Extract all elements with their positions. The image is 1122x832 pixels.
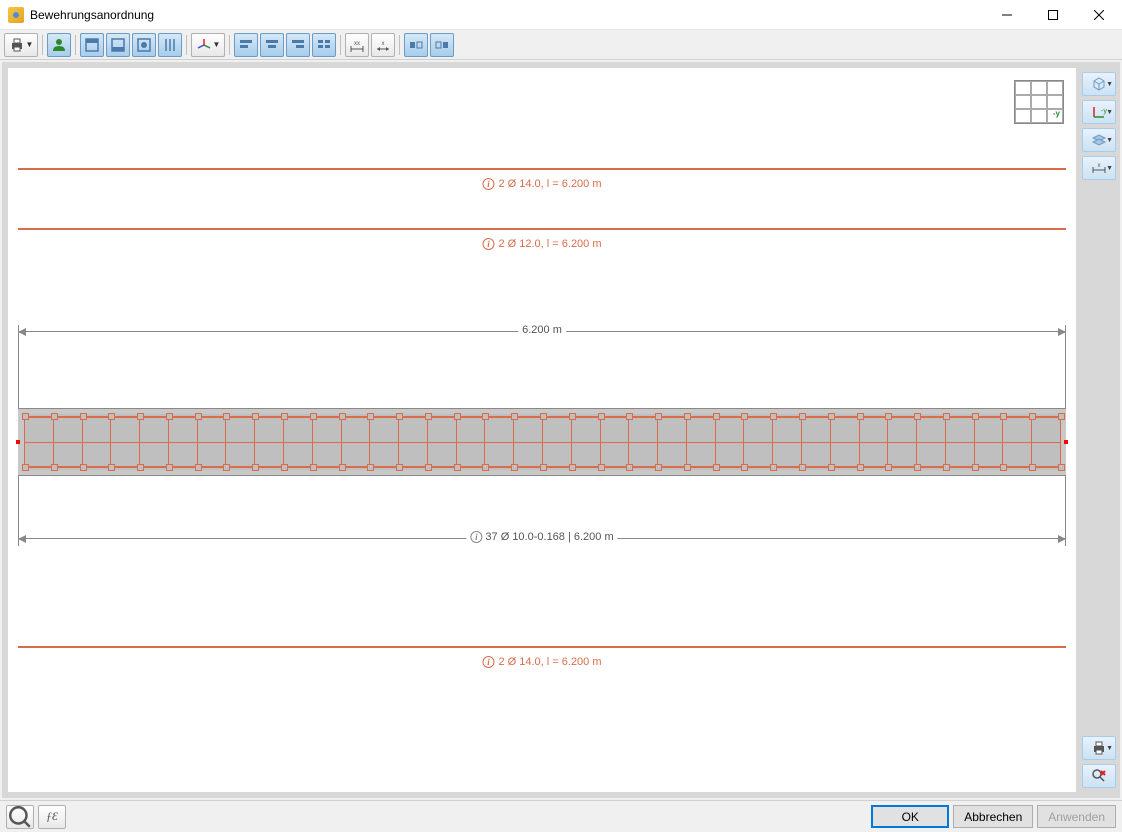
svg-text:xx: xx bbox=[354, 41, 360, 47]
maximize-button[interactable] bbox=[1030, 0, 1076, 30]
view-top-button[interactable] bbox=[80, 33, 104, 57]
ruler-toggle-button[interactable]: x ▼ bbox=[1082, 156, 1116, 180]
main-toolbar: ▼ ▼ xx x bbox=[0, 30, 1122, 60]
beam-section bbox=[18, 408, 1066, 476]
rebar-label-1: i2 Ø 12.0, l = 6.200 m bbox=[482, 238, 601, 250]
axes-button[interactable]: ▼ bbox=[191, 33, 225, 57]
minimize-button[interactable] bbox=[984, 0, 1030, 30]
dim-arrow-button[interactable]: x bbox=[371, 33, 395, 57]
window-title: Bewehrungsanordnung bbox=[30, 8, 154, 22]
right-toolbar: ▼ -y ▼ ▼ x ▼ ▼ bbox=[1078, 62, 1120, 798]
app-icon bbox=[8, 7, 24, 23]
view-side-button[interactable] bbox=[132, 33, 156, 57]
split-v-button[interactable] bbox=[430, 33, 454, 57]
align-4-button[interactable] bbox=[312, 33, 336, 57]
svg-text:x: x bbox=[382, 41, 385, 47]
rebar-line-1 bbox=[18, 228, 1066, 230]
apply-button[interactable]: Anwenden bbox=[1037, 805, 1116, 828]
view-cube-button[interactable]: ▼ bbox=[1082, 72, 1116, 96]
dimension-top: 6.200 m bbox=[18, 331, 1066, 332]
nav-axis-label: -y bbox=[1053, 109, 1060, 118]
print-button[interactable]: ▼ bbox=[4, 33, 38, 57]
rebar-line-0 bbox=[18, 168, 1066, 170]
align-2-button[interactable] bbox=[260, 33, 284, 57]
dimension-bottom: i 37 Ø 10.0-0.168 | 6.200 m bbox=[18, 538, 1066, 539]
find-error-button[interactable] bbox=[1082, 764, 1116, 788]
nav-cube[interactable]: -y bbox=[1014, 80, 1064, 124]
fx-button[interactable]: ƒƐ bbox=[38, 805, 66, 829]
drawing-canvas[interactable]: -y i2 Ø 14.0, l = 6.200 m i2 Ø 12.0, l = … bbox=[8, 68, 1076, 792]
help-button[interactable] bbox=[6, 805, 34, 829]
align-1-button[interactable] bbox=[234, 33, 258, 57]
rebar-line-2 bbox=[18, 646, 1066, 648]
view-front-button[interactable] bbox=[106, 33, 130, 57]
split-h-button[interactable] bbox=[404, 33, 428, 57]
content-area: -y i2 Ø 14.0, l = 6.200 m i2 Ø 12.0, l = … bbox=[2, 62, 1120, 798]
content-wrap: -y i2 Ø 14.0, l = 6.200 m i2 Ø 12.0, l = … bbox=[0, 60, 1122, 800]
layer-toggle-button[interactable]: ▼ bbox=[1082, 128, 1116, 152]
bottom-bar: ƒƐ OK Abbrechen Anwenden bbox=[0, 800, 1122, 832]
align-3-button[interactable] bbox=[286, 33, 310, 57]
user-button[interactable] bbox=[47, 33, 71, 57]
axis-toggle-button[interactable]: -y ▼ bbox=[1082, 100, 1116, 124]
print-view-button[interactable]: ▼ bbox=[1082, 736, 1116, 760]
dim-xx-button[interactable]: xx bbox=[345, 33, 369, 57]
ok-button[interactable]: OK bbox=[871, 805, 949, 828]
rebar-label-2: i2 Ø 14.0, l = 6.200 m bbox=[482, 656, 601, 668]
cancel-button[interactable]: Abbrechen bbox=[953, 805, 1033, 828]
view-3d-button[interactable] bbox=[158, 33, 182, 57]
titlebar: Bewehrungsanordnung bbox=[0, 0, 1122, 30]
svg-text:x: x bbox=[1098, 163, 1101, 169]
close-button[interactable] bbox=[1076, 0, 1122, 30]
rebar-label-0: i2 Ø 14.0, l = 6.200 m bbox=[482, 178, 601, 190]
